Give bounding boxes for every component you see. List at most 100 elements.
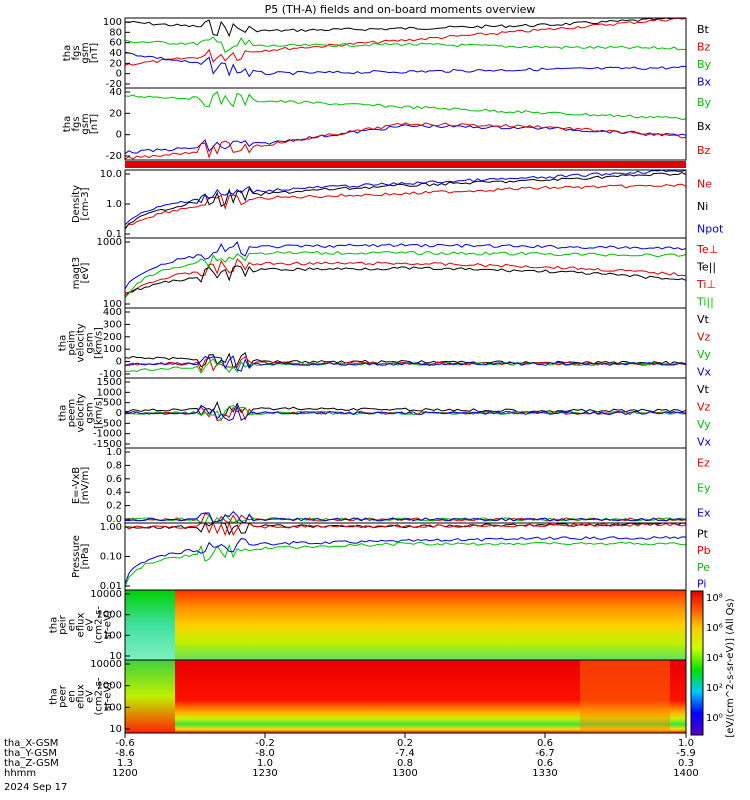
- y-axis-label: sr-eV): [103, 610, 114, 639]
- x-row-name: hhmm: [4, 768, 36, 779]
- y-tick-label: 10.0: [100, 169, 122, 180]
- y-axis-label: (cm2-s-: [94, 677, 105, 715]
- x-tick-label: -0.2: [255, 738, 275, 749]
- x-tick-label: -7.4: [395, 748, 415, 759]
- x-axis-labels: tha_X-GSM -0.6 -0.2 0.2 0.6 1.0 tha_Y-GSM -8.6 -…: [4, 733, 699, 793]
- spectrogram-early: [125, 660, 175, 733]
- legend-entry: Bz: [697, 144, 711, 157]
- y-tick-label: 0.01: [100, 581, 122, 592]
- series-Ni: [124, 172, 687, 230]
- y-axis-label: en: [67, 619, 78, 632]
- y-tick-label: 0.10: [100, 552, 122, 563]
- y-axis-label: tha: [62, 45, 73, 61]
- legend-entry: Ni: [697, 200, 708, 213]
- x-tick-label: 1.0: [257, 758, 273, 769]
- legend-entry: Te⊥: [696, 243, 718, 256]
- y-axis-label: [eV]: [80, 263, 91, 284]
- y-axis-label: eflux: [76, 613, 87, 638]
- legend-entry: Vz: [697, 330, 711, 343]
- y-axis-label: en: [67, 690, 78, 703]
- legend-entry: Bt: [697, 23, 710, 36]
- y-axis-label: [nT]: [89, 114, 100, 134]
- x-tick-label: 1.0: [678, 738, 694, 749]
- x-tick-label: 0.2: [397, 738, 413, 749]
- y-axis-label: [km/s]: [94, 397, 105, 429]
- legend-entry: Ez: [697, 457, 710, 470]
- spectrogram: [125, 590, 686, 660]
- y-axis-label: eV: [85, 618, 96, 631]
- y-tick-label: -1500: [93, 439, 122, 450]
- panel-frame: [124, 17, 687, 89]
- x-tick-label: 1300: [392, 768, 417, 779]
- series-Bz: [124, 17, 687, 66]
- y-tick-label: 1000: [97, 610, 122, 621]
- y-tick-label: 40: [109, 87, 122, 98]
- y-tick-label: 1500: [97, 377, 122, 388]
- y-tick-label: 80: [109, 27, 122, 38]
- y-tick-label: 0.4: [106, 487, 122, 498]
- colorbar-label: [eV/(cm^2-s-sr-eV)] (All Qs): [725, 598, 736, 737]
- y-tick-label: 10: [109, 651, 122, 662]
- y-tick-label: 100: [103, 344, 122, 355]
- series-Bz: [124, 122, 687, 160]
- legend-entry: Bx: [697, 120, 712, 133]
- x-tick-label: 0.8: [397, 758, 413, 769]
- y-tick-label: 20: [109, 108, 122, 119]
- y-axis-label: eV: [85, 690, 96, 703]
- colorbar-gradient: [690, 590, 704, 736]
- series-Te||: [124, 265, 687, 296]
- series-Bx: [124, 51, 687, 78]
- series-Ne: [124, 183, 687, 229]
- legend-entry: Vz: [697, 400, 711, 413]
- y-axis-label: [cm-3]: [80, 187, 91, 220]
- legend-entry: Ex: [697, 507, 711, 520]
- y-tick-label: -20: [106, 79, 122, 90]
- chart-title: P5 (TH-A) fields and on-board moments ov…: [265, 3, 536, 16]
- y-axis-label: gsm: [80, 113, 91, 134]
- y-tick-label: 1000: [97, 681, 122, 692]
- legend-entry: Pt: [697, 527, 709, 540]
- y-axis-label: [km/s]: [94, 327, 105, 359]
- legend-entry: Pb: [697, 544, 711, 557]
- y-tick-label: 10: [109, 724, 122, 735]
- x-tick-label: 1400: [673, 768, 698, 779]
- series-Npot: [124, 169, 687, 226]
- y-tick-label: 20: [109, 58, 122, 69]
- colorbar-tick: 10⁴: [706, 653, 723, 664]
- y-axis-label: fgs: [71, 116, 82, 131]
- spectrogram: [125, 660, 686, 733]
- y-tick-label: 500: [103, 398, 122, 409]
- y-axis-label: Pressure: [71, 535, 82, 578]
- colorbar-ticks: 10⁸ 10⁶ 10⁴ 10² 10⁰: [706, 593, 723, 724]
- y-tick-label: 1.00: [100, 522, 122, 533]
- x-tick-label: -0.6: [115, 738, 135, 749]
- y-axis-label: velocity: [76, 393, 87, 432]
- series-Vx: [124, 404, 687, 422]
- y-tick-label: -1000: [93, 429, 122, 440]
- x-row-name: tha_X-GSM: [4, 738, 58, 749]
- y-tick-label: 10000: [90, 589, 122, 600]
- y-tick-label: 0.1: [106, 229, 122, 240]
- legend-entry: Npot: [697, 223, 724, 236]
- x-tick-label: 0.3: [678, 758, 694, 769]
- series-Pe: [124, 541, 687, 588]
- panel-frame: [124, 307, 687, 379]
- y-tick-label: 1.0: [106, 447, 122, 458]
- panel-8: Pressure[nPa] 1.00 0.10 0.01 Pt Pb Pe Pi: [71, 521, 711, 592]
- panel-frame: [124, 87, 687, 161]
- y-tick-label: 100: [103, 702, 122, 713]
- y-tick-label: 300: [103, 319, 122, 330]
- y-axis-label: eflux: [76, 684, 87, 709]
- legend-entry: Ti||: [696, 295, 714, 308]
- y-tick-label: 400: [103, 307, 122, 318]
- series-Vt: [124, 400, 687, 417]
- x-tick-label: 1230: [252, 768, 277, 779]
- y-axis-label: tha: [49, 617, 60, 633]
- legend-entry: Vx: [697, 435, 712, 448]
- y-tick-label: 100: [103, 299, 122, 310]
- spectrogram-late: [580, 660, 670, 733]
